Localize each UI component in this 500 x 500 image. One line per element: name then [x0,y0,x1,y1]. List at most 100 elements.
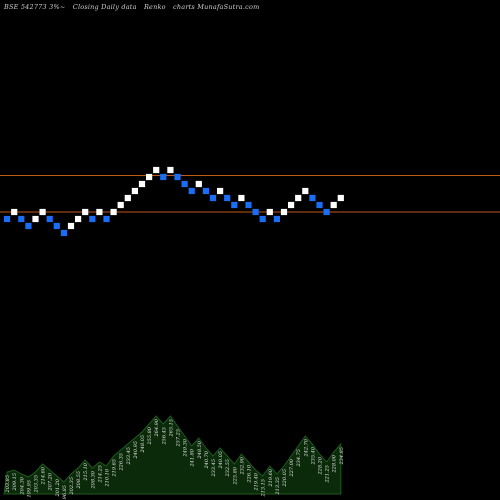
volume-value-label: 232.55 [225,459,231,478]
volume-area-path [3,415,342,495]
volume-value-label: 208.55 [76,471,82,490]
renko-brick-down [18,215,25,223]
renko-brick-up [238,194,245,202]
renko-brick-down [60,229,67,237]
renko-brick-up [195,180,202,188]
volume-value-label: 214.25 [97,465,103,484]
volume-value-label: 196.85 [62,485,68,500]
renko-brick-down [231,201,238,209]
renko-brick-up [337,194,344,202]
renko-brick-down [53,222,60,230]
volume-value-label: 213.15 [261,479,267,498]
volume-value-label: 203.35 [34,475,40,494]
renko-brick-up [217,187,224,195]
volume-value-label: 264.90 [154,418,160,437]
volume-value-label: 232.90 [239,456,245,475]
volume-value-label: 233.45 [126,447,132,466]
volume-value-label: 234.75 [296,449,302,468]
volume-value-label: 248.50 [197,440,203,459]
volume-value-label: 265.15 [168,419,174,438]
renko-brick-down [224,194,231,202]
volume-value-label: 255.80 [147,426,153,445]
renko-brick-down [174,173,181,181]
volume-value-label: 208.30 [90,470,96,489]
volume-value-label: 220.05 [282,469,288,488]
site-label: charts MunafaSutra.com [173,3,260,11]
renko-brick-up [146,173,153,181]
renko-brick-up [167,166,174,174]
volume-value-label: 228.20 [318,456,324,475]
volume-value-label: 219.65 [112,459,118,478]
volume-value-label: 219.40 [254,472,260,491]
renko-brick-down [160,173,167,181]
volume-labels: 203.85 209.15 204.30 199.95 203.35 214.60 207.… [5,418,345,500]
renko-brick-up [153,166,160,174]
renko-brick-down [181,180,188,188]
volume-value-label: 240.05 [218,451,224,470]
renko-brick-up [138,180,146,188]
renko-brick-down [259,215,266,223]
volume-value-label: 210.10 [105,468,111,487]
renko-brick-up [117,201,124,209]
renko-brick-down [25,222,32,230]
volume-value-label: 215.10 [83,462,89,481]
volume-value-label: 219.60 [268,468,274,487]
volume-value-label: 226.35 [119,453,125,472]
volume-value-label: 213.35 [275,477,281,496]
renko-bricks [4,166,344,237]
renko-brick-down [103,215,110,223]
renko-brick-down [46,215,53,223]
volume-value-label: 202.35 [69,477,75,496]
renko-brick-down [188,187,195,195]
renko-brick-down [252,208,259,216]
renko-brick-down [202,187,209,195]
volume-value-label: 242.70 [303,438,309,457]
renko-brick-up [39,208,46,216]
volume-value-label: 207.20 [48,472,54,491]
renko-brick-down [316,201,323,209]
renko-brick-down [245,201,252,209]
chart-header: BSE 542773 3%~ Closing Daily data Renko … [4,3,264,11]
renko-brick-up [67,222,75,230]
renko-brick-down [323,208,330,216]
renko-brick-down [309,194,316,202]
type-label: Renko [143,3,166,11]
renko-brick-up [82,208,89,216]
volume-value-label: 214.60 [41,466,47,485]
volume-value-label: 228.00 [332,454,338,473]
volume-value-label: 240.70 [204,450,210,469]
renko-brick-up [288,201,295,209]
volume-value-label: 234.85 [339,447,345,466]
volume-value-label: 227.00 [289,458,295,477]
renko-brick-up [11,208,18,216]
renko-brick-up [32,215,39,223]
renko-brick-up [330,201,337,209]
volume-value-label: 221.25 [325,465,331,484]
volume-value-label: 240.95 [133,441,139,460]
renko-brick-up [302,187,309,195]
renko-brick-up [110,208,117,216]
volume-value-label: 203.85 [5,475,11,494]
renko-brick-up [131,187,138,195]
renko-brick-up [124,194,131,202]
desc-label: Closing Daily data [72,3,137,11]
volume-value-label: 249.30 [183,438,189,457]
renko-brick-up [75,215,82,223]
renko-brick-up [295,194,302,202]
renko-brick-down [4,215,11,223]
volume-area [3,415,342,495]
renko-brick-down [273,215,280,223]
volume-value-label: 256.45 [161,427,167,446]
symbol-label: BSE 542773 3%~ [4,3,66,11]
renko-brick-down [209,194,217,202]
volume-value-label: 248.05 [140,435,146,454]
renko-brick-up [266,208,273,216]
volume-value-label: 257.25 [176,429,182,448]
volume-value-label: 199.95 [26,480,32,498]
volume-value-label: 225.80 [232,466,238,485]
volume-value-label: 209.15 [12,473,18,492]
renko-brick-down [89,215,96,223]
volume-value-label: 241.80 [190,448,196,467]
renko-brick-up [96,208,103,216]
